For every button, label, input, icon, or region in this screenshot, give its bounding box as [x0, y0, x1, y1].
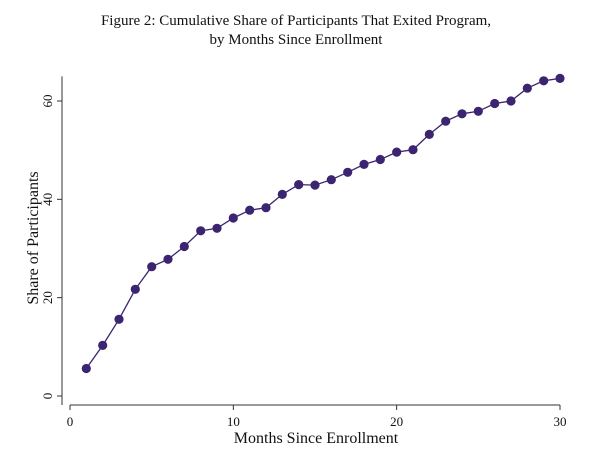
- y-tick-label: 40: [40, 193, 55, 206]
- data-point: [555, 73, 565, 83]
- data-point: [261, 203, 271, 213]
- chart-title-line1: Figure 2: Cumulative Share of Participan…: [100, 13, 492, 29]
- x-tick-label: 30: [554, 414, 567, 429]
- data-point: [441, 116, 451, 126]
- data-point: [457, 109, 467, 119]
- data-point: [245, 205, 255, 215]
- data-point: [522, 83, 532, 93]
- x-axis-label: Months Since Enrollment: [234, 430, 399, 447]
- data-point: [114, 314, 124, 324]
- data-point: [81, 363, 91, 374]
- data-point: [130, 284, 140, 294]
- data-point: [179, 241, 189, 252]
- data-point: [163, 254, 173, 264]
- data-point: [539, 76, 549, 86]
- data-point: [147, 262, 157, 272]
- data-point: [326, 175, 336, 185]
- data-point: [473, 106, 483, 116]
- data-point: [98, 340, 108, 350]
- data-point: [490, 98, 500, 109]
- data-point: [343, 167, 353, 177]
- x-tick-label: 0: [67, 414, 74, 429]
- data-point: [228, 213, 238, 223]
- chart-title-line2: by Months Since Enrollment: [209, 32, 383, 48]
- x-tick-label: 20: [390, 414, 403, 429]
- chart-title: Figure 2: Cumulative Share of Participan…: [0, 12, 592, 50]
- data-point: [294, 180, 304, 190]
- data-point: [392, 147, 402, 157]
- y-tick-label: 20: [40, 291, 55, 304]
- data-point: [277, 189, 287, 199]
- series-line-group: [81, 73, 565, 374]
- data-point: [408, 145, 418, 155]
- y-tick-label: 60: [40, 95, 55, 108]
- data-point: [375, 154, 385, 165]
- y-axis-label: Share of Participants: [25, 171, 42, 304]
- data-point: [196, 226, 206, 236]
- y-tick-label: 0: [40, 393, 55, 400]
- data-point: [424, 129, 434, 139]
- data-point: [506, 96, 516, 106]
- data-point: [310, 180, 320, 190]
- axes: 0 20 40 60 0 10 20 30: [40, 76, 567, 429]
- series-line: [85, 77, 561, 369]
- x-tick-label: 10: [227, 414, 240, 429]
- data-point: [212, 223, 222, 233]
- data-point: [359, 159, 369, 169]
